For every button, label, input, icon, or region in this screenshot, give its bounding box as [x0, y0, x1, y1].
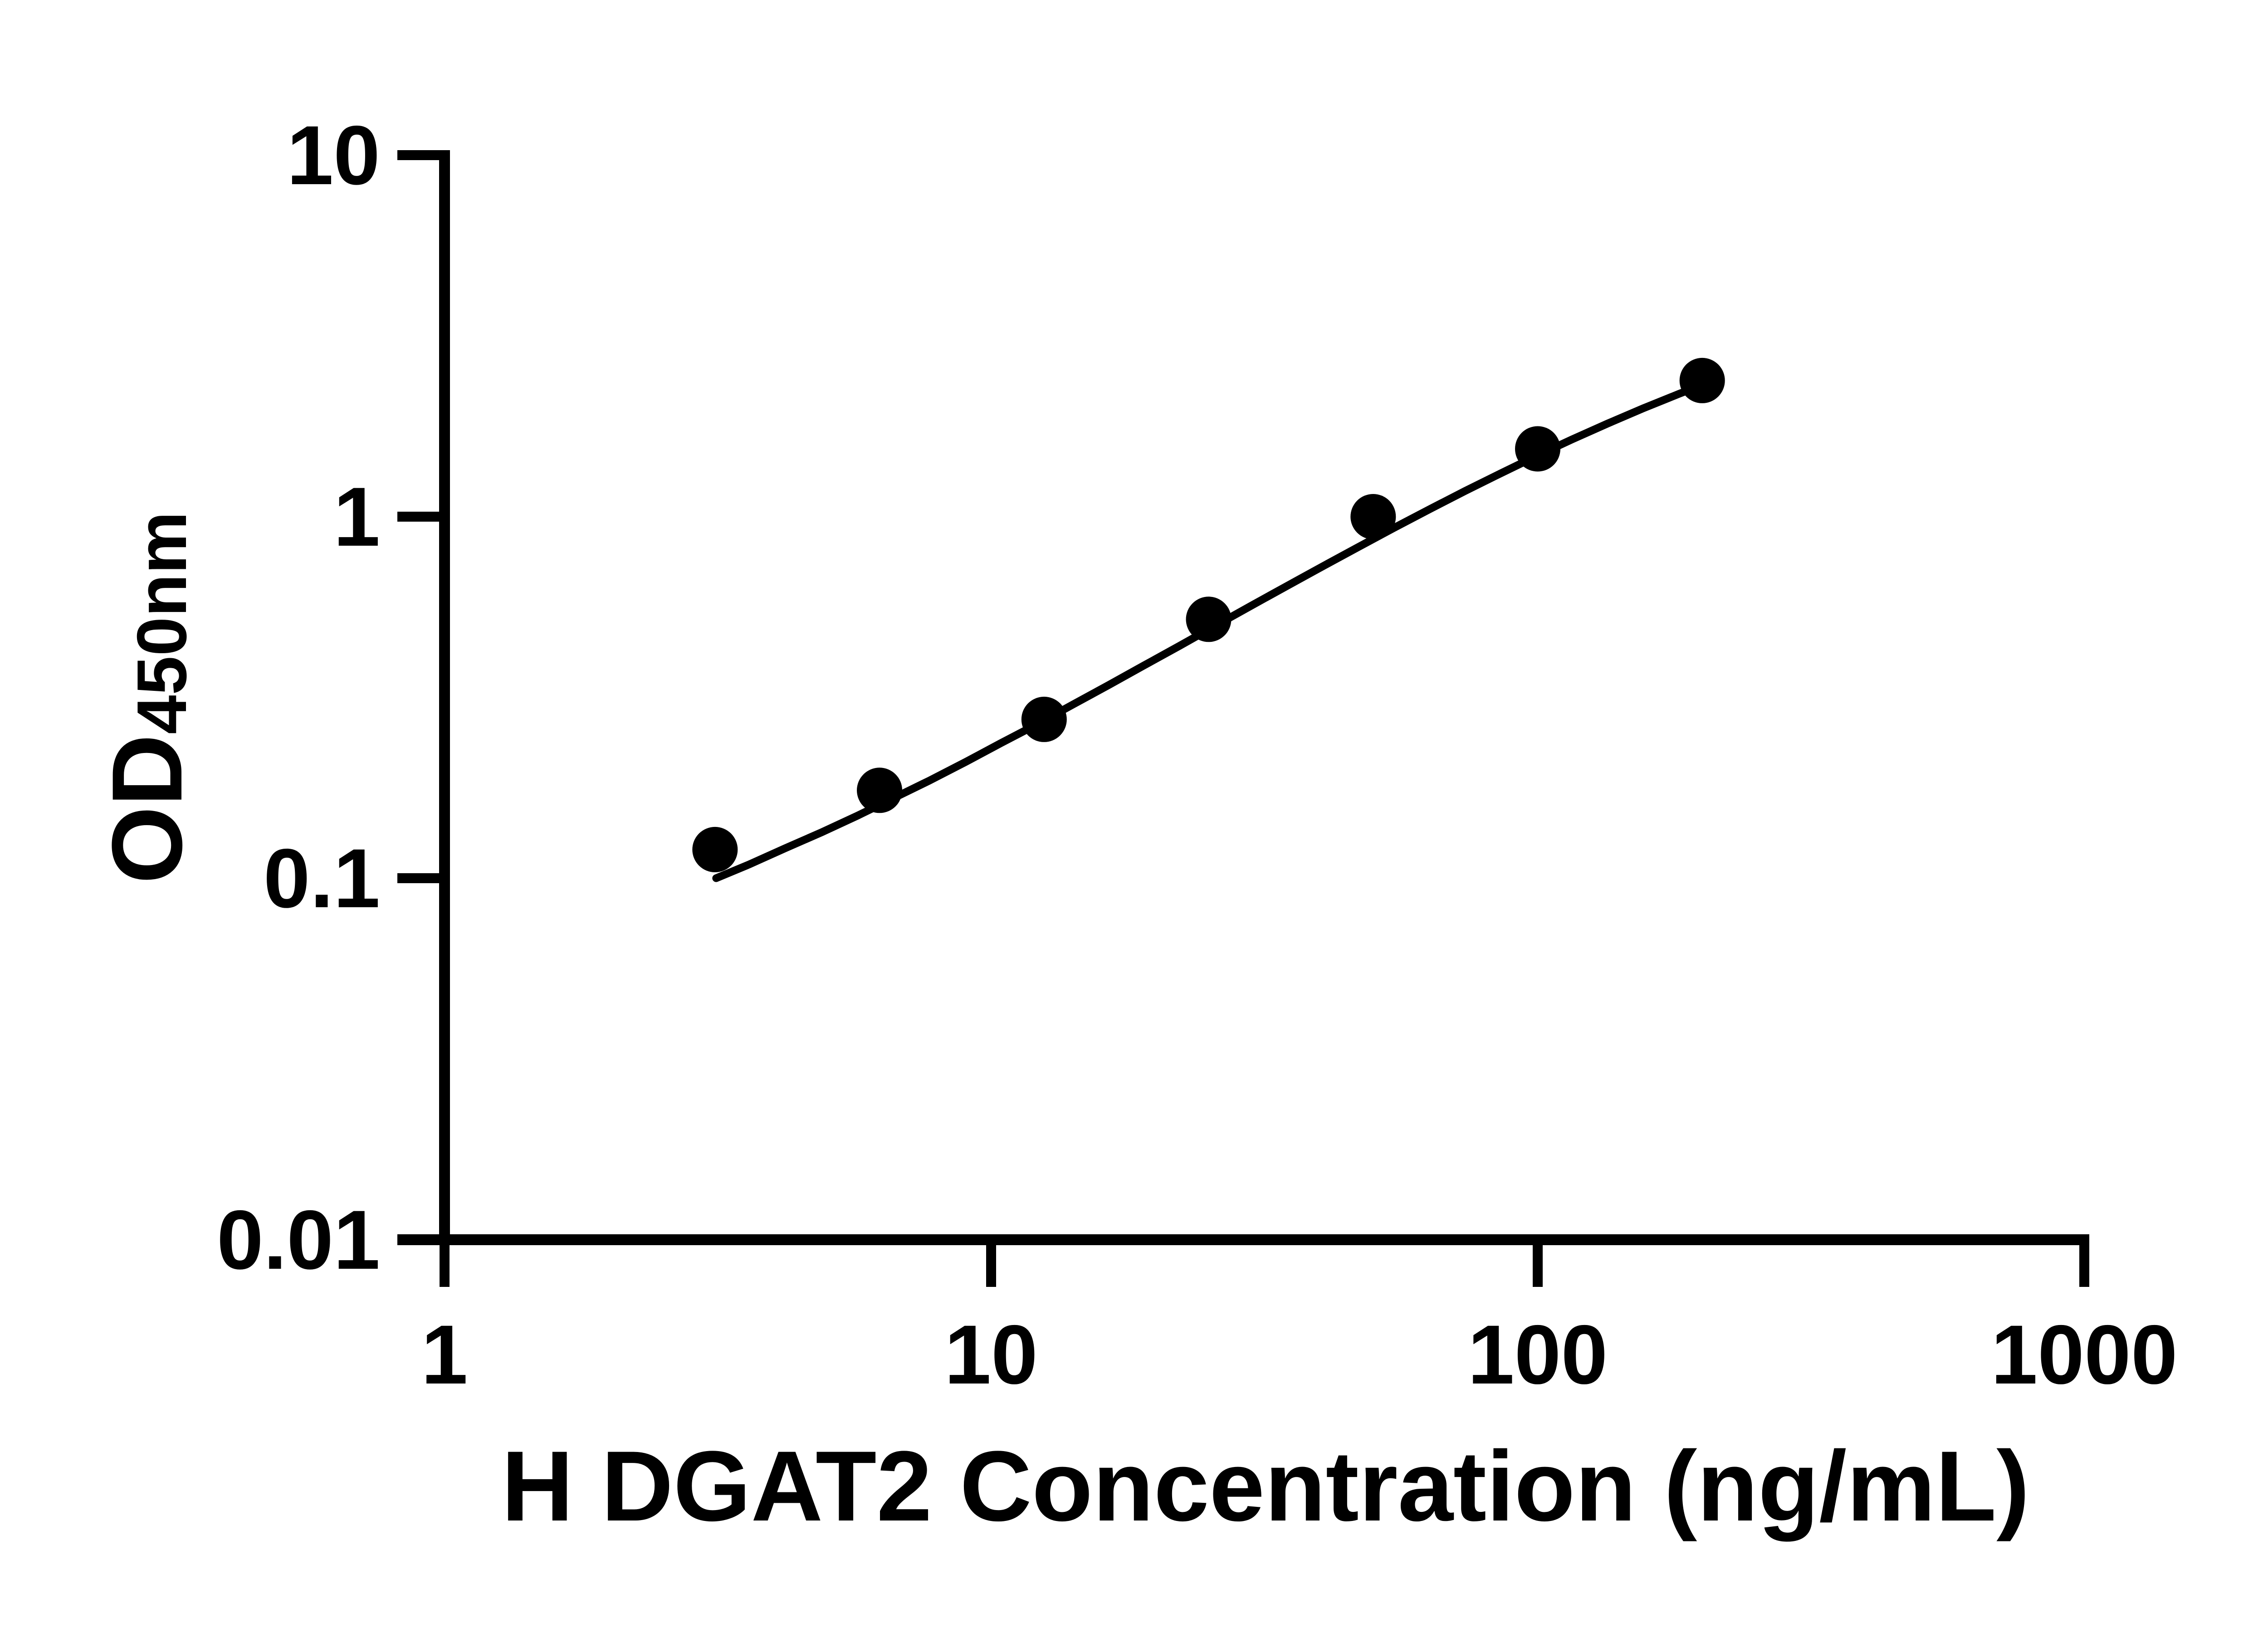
y-axis-line: [439, 150, 450, 1245]
data-point: [1021, 696, 1067, 742]
y-axis-tick: [397, 873, 439, 883]
y-tick-label: 1: [333, 470, 380, 564]
axes-layer: 10 1 0.1 0.01 1 10 100 1000: [217, 109, 2178, 1402]
x-axis-title: H DGAT2 Concentration (ng/mL): [501, 1430, 2029, 1542]
data-points-layer: [692, 357, 1725, 872]
y-axis-title-subscript: 450nm: [122, 511, 201, 734]
y-axis-tick: [397, 1235, 439, 1245]
y-tick-label: 0.1: [264, 832, 380, 925]
data-point: [1679, 357, 1725, 403]
y-axis-tick: [397, 512, 439, 522]
x-tick-label: 1000: [1991, 1308, 2178, 1402]
x-tick-label: 100: [1468, 1308, 1608, 1402]
x-axis-line: [397, 1234, 2089, 1245]
y-axis-title: OD450nm: [91, 511, 203, 884]
y-tick-label: 0.01: [217, 1193, 380, 1287]
data-point: [1350, 494, 1396, 539]
x-tick-label: 10: [944, 1308, 1038, 1402]
x-tick-label: 1: [421, 1308, 468, 1402]
data-point: [1515, 426, 1560, 472]
data-point: [692, 826, 738, 872]
x-axis-tick: [2079, 1245, 2089, 1287]
y-tick-label: 10: [287, 109, 380, 202]
x-axis-tick: [1533, 1245, 1543, 1287]
y-axis-title-main: OD: [91, 734, 203, 884]
x-axis-tick: [440, 1245, 450, 1287]
x-axis-tick: [986, 1245, 996, 1287]
data-point: [857, 768, 902, 813]
y-axis-tick: [397, 150, 439, 160]
data-point: [1186, 596, 1232, 642]
